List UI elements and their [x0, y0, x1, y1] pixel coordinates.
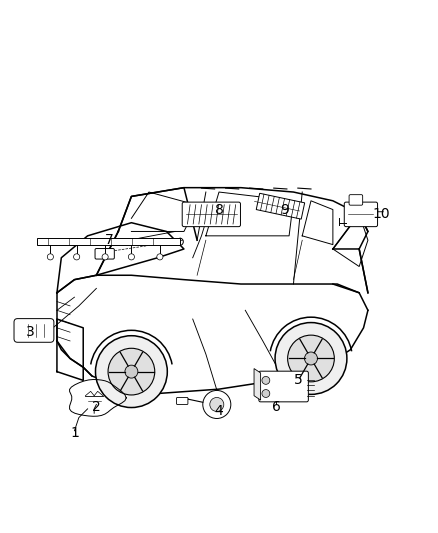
Text: 6: 6	[272, 400, 280, 414]
Text: 5: 5	[293, 374, 302, 387]
Circle shape	[262, 376, 270, 384]
Text: 1: 1	[70, 426, 79, 440]
FancyBboxPatch shape	[344, 202, 378, 227]
FancyBboxPatch shape	[349, 195, 363, 205]
Text: 7: 7	[105, 233, 114, 247]
Polygon shape	[256, 193, 305, 219]
FancyBboxPatch shape	[14, 319, 54, 342]
Text: 2: 2	[92, 400, 101, 414]
Circle shape	[157, 254, 163, 260]
FancyBboxPatch shape	[95, 248, 114, 259]
Circle shape	[74, 254, 80, 260]
Circle shape	[47, 254, 53, 260]
Circle shape	[102, 254, 108, 260]
Polygon shape	[254, 368, 261, 400]
Circle shape	[304, 352, 318, 365]
FancyBboxPatch shape	[182, 202, 240, 227]
Circle shape	[108, 348, 155, 395]
Circle shape	[203, 391, 231, 418]
Circle shape	[125, 365, 138, 378]
Circle shape	[288, 335, 334, 382]
Circle shape	[128, 254, 134, 260]
Circle shape	[95, 336, 167, 408]
Text: 3: 3	[26, 325, 35, 339]
Text: 4: 4	[215, 404, 223, 418]
Text: 10: 10	[372, 207, 390, 221]
Text: 9: 9	[280, 203, 289, 216]
Circle shape	[262, 390, 270, 398]
Circle shape	[210, 398, 224, 411]
FancyBboxPatch shape	[177, 398, 188, 405]
FancyBboxPatch shape	[259, 371, 308, 402]
Circle shape	[275, 322, 347, 394]
Bar	[37, 238, 180, 246]
Text: 8: 8	[215, 203, 223, 216]
